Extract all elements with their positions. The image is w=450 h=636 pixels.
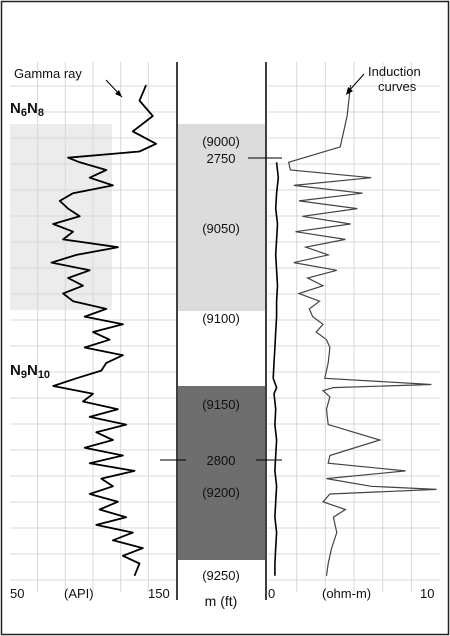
depth-tick-9000: (9000) [202, 134, 240, 149]
depth-tick-9200: (9200) [202, 485, 240, 500]
induction-curve-deep [272, 162, 280, 576]
gamma-ray-scale-max: 150 [148, 586, 170, 601]
depth-shade-dark [178, 386, 265, 560]
induction-label-line2: curves [378, 79, 417, 94]
gamma-ray-arrowhead [115, 90, 122, 97]
zone-label-n6n8: N6N8 [10, 100, 44, 119]
gamma-ray-curve [50, 84, 157, 577]
depth-tick-9150: (9150) [202, 397, 240, 412]
depth-track: (9000) 2750 (9050) (9100) (9150) 2800 (9… [160, 124, 282, 609]
induction-scale-max: 10 [420, 586, 434, 601]
gamma-ray-scale-min: 50 [10, 586, 24, 601]
depth-tick-label: (9000) [202, 134, 240, 149]
zone-label-n9n10: N9N10 [10, 362, 50, 381]
depth-tick-9250: (9250) [202, 568, 240, 583]
depth-tick-9100: (9100) [202, 311, 240, 326]
depth-shade-light [178, 124, 265, 311]
induction-curve-shallow [287, 85, 437, 576]
gamma-ray-shade-light [10, 124, 112, 310]
depth-scale-label: m (ft) [205, 593, 238, 609]
depth-tick-2800: 2800 [160, 453, 282, 468]
induction-label-line1: Induction [368, 64, 421, 79]
induction-arrowhead [346, 87, 353, 95]
gamma-ray-track: Gamma ray N6N8 N9N10 50 (API) 150 [10, 62, 176, 601]
gamma-ray-scale-unit: (API) [64, 586, 94, 601]
induction-scale-min: 0 [268, 586, 275, 601]
depth-tick-label: 2750 [207, 151, 236, 166]
induction-track: Induction curves 0 (ohm-m) 10 [268, 62, 440, 601]
gamma-ray-gridlines [10, 62, 176, 592]
depth-tick-label: 2800 [207, 453, 236, 468]
depth-tick-2750: 2750 [207, 151, 282, 166]
induction-arrow [347, 73, 365, 93]
gamma-ray-curve-label: Gamma ray [14, 66, 82, 81]
induction-scale-unit: (ohm-m) [322, 586, 371, 601]
depth-tick-9050: (9050) [202, 221, 240, 236]
induction-gridlines [268, 62, 440, 592]
